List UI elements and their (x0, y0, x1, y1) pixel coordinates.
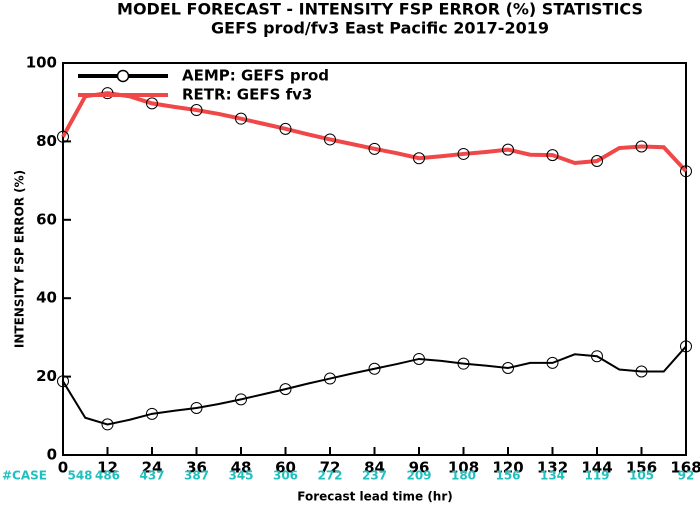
x-tick-label: 120 (492, 459, 523, 477)
case-count: 437 (139, 469, 164, 483)
x-tick-label: 60 (275, 459, 296, 477)
case-count: 105 (629, 469, 654, 483)
case-count: 237 (362, 469, 387, 483)
case-count: 387 (184, 469, 209, 483)
x-tick-label: 144 (581, 459, 612, 477)
case-count: 306 (273, 469, 298, 483)
case-count: 548 (67, 469, 92, 483)
series-marker (57, 130, 69, 143)
series-line (62, 345, 687, 426)
series-marker (680, 340, 692, 353)
series-marker (680, 165, 692, 178)
y-tick-label: 0 (47, 446, 57, 464)
x-axis-label: Forecast lead time (hr) (297, 490, 453, 504)
x-tick-label: 72 (320, 459, 341, 477)
series-marker (546, 356, 559, 369)
series-marker (591, 350, 603, 363)
x-tick-label: 108 (448, 459, 479, 477)
x-tick-label: 132 (537, 459, 568, 477)
series-marker (368, 142, 381, 155)
legend-label: RETR: GEFS fv3 (182, 86, 312, 104)
series-marker (502, 361, 514, 374)
case-count: 209 (406, 469, 431, 483)
case-count: 119 (584, 469, 609, 483)
y-tick-label: 80 (36, 132, 57, 150)
x-tick-label: 96 (409, 459, 430, 477)
plot-frame (62, 62, 687, 456)
series-marker (413, 152, 425, 165)
x-tick-label: 156 (626, 459, 657, 477)
series-marker (235, 112, 247, 125)
series-marker (324, 133, 336, 146)
series-marker (635, 140, 648, 153)
case-count: 486 (95, 469, 120, 483)
y-axis-label: INTENSITY FSP ERROR (%) (13, 170, 27, 348)
y-tick-label: 20 (36, 367, 57, 385)
case-count: 345 (228, 469, 253, 483)
x-tick-label: 12 (97, 459, 118, 477)
x-tick-label: 0 (58, 459, 68, 477)
series-marker (279, 383, 292, 396)
case-count: 92 (678, 469, 695, 483)
series-marker (279, 122, 292, 135)
x-tick-label: 84 (364, 459, 385, 477)
x-tick-label: 24 (142, 459, 163, 477)
case-count: 272 (317, 469, 342, 483)
legend-marker (116, 69, 130, 83)
y-tick-label: 40 (36, 289, 57, 307)
chart-title: MODEL FORECAST - INTENSITY FSP ERROR (%)… (117, 0, 643, 19)
x-tick-label: 36 (186, 459, 207, 477)
chart-subtitle: GEFS prod/fv3 East Pacific 2017-2019 (211, 19, 549, 38)
series-marker (190, 401, 203, 414)
series-marker (101, 418, 114, 431)
series-marker (635, 365, 648, 378)
case-count: 180 (451, 469, 476, 483)
series-marker (546, 149, 559, 162)
series-marker (57, 375, 69, 388)
case-count: 134 (540, 469, 565, 483)
x-tick-label: 48 (231, 459, 252, 477)
y-tick-label: 100 (26, 54, 57, 72)
series-marker (190, 104, 203, 117)
series-marker (235, 393, 247, 406)
series-marker (324, 372, 336, 385)
series-marker (413, 352, 425, 365)
y-tick-label: 60 (36, 210, 57, 228)
series-marker (146, 97, 158, 110)
case-label: #CASE (2, 469, 47, 483)
series-marker (368, 362, 381, 375)
series-line (61, 91, 688, 173)
x-tick-label: 168 (670, 459, 700, 477)
series-marker (502, 143, 514, 156)
series-marker (457, 357, 470, 370)
legend-label: AEMP: GEFS prod (182, 67, 329, 85)
series-marker (146, 407, 158, 420)
series-marker (591, 155, 603, 167)
case-count: 156 (495, 469, 520, 483)
series-marker (457, 147, 470, 160)
